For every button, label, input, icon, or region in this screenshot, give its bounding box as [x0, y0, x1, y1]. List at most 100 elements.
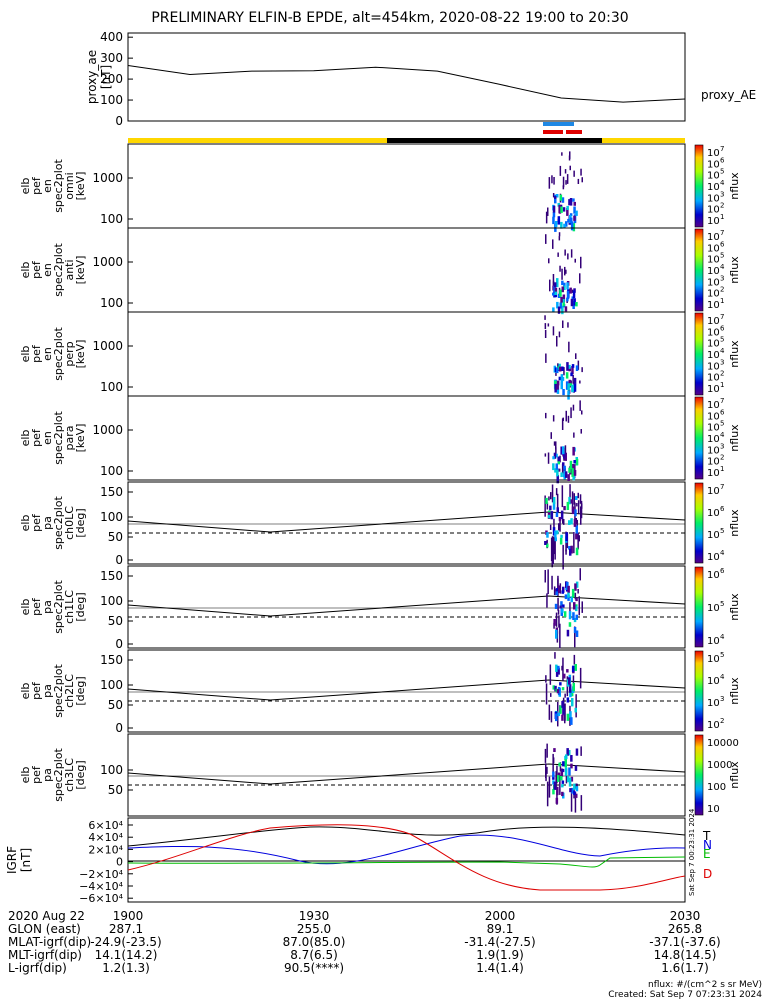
spectrogram-cells	[545, 652, 582, 727]
panel-frame	[127, 649, 686, 733]
colorbar-tick-exponent: 1	[720, 297, 724, 305]
colorbar-label: nflux	[728, 677, 741, 705]
colorbar-tick-label: 10	[707, 486, 720, 497]
igrf-ylabel-1: IGRF	[5, 846, 19, 874]
colorbar-tick-exponent: 1	[720, 213, 724, 221]
colorbar-tick-label: 10	[707, 552, 720, 563]
panel-ylabel-line: anti	[63, 259, 76, 280]
col1930-glon: 255.0	[297, 922, 331, 936]
panel-ylabel-line: en	[41, 431, 54, 445]
colorbar-tick-exponent: 6	[720, 505, 725, 513]
colorbar-label: nflux	[728, 424, 741, 452]
panel-ylabel-line: elb	[19, 767, 32, 784]
colorbar-label: nflux	[728, 340, 741, 368]
colorbar-tick-label: 10	[707, 159, 720, 170]
panel-ylabel-line: elb	[19, 262, 32, 279]
colorbar	[694, 396, 704, 480]
panel-ytick-label: 50	[108, 530, 123, 544]
igrf-d-line	[127, 824, 686, 891]
colorbar-tick-exponent: 4	[720, 179, 725, 187]
time-label-1900: 1900	[113, 909, 144, 923]
colorbar-tick-label: 10	[707, 373, 720, 384]
panel-ytick-label: 100	[100, 380, 123, 394]
colorbar-tick-exponent: 6	[720, 240, 725, 248]
colorbar-tick-label: 10	[707, 339, 720, 350]
spectrogram-cells	[544, 400, 583, 484]
col1900-glon: 287.1	[109, 922, 143, 936]
igrf-ytick-label: 4×10⁴	[88, 831, 123, 844]
footer-row-date: 2020 Aug 22	[8, 909, 85, 923]
colorbar-tick-label: 10	[707, 445, 720, 456]
panel-ylabel-line: elb	[19, 178, 32, 195]
colorbar-tick-exponent: 5	[720, 651, 724, 659]
panel-ytick-label: 0	[115, 553, 123, 567]
igrf-ytick-label: −6×10⁴	[79, 892, 123, 905]
proxy-ae-frame	[127, 32, 686, 122]
panel-frame	[127, 733, 686, 817]
spectrogram-cells	[545, 151, 583, 232]
colorbar-tick-exponent: 6	[720, 156, 725, 164]
panel-ylabel-line: pa	[41, 600, 54, 614]
colorbar-tick-label: 10	[707, 266, 720, 277]
colorbar-tick-label: 10	[707, 636, 720, 647]
loss-cone-line	[127, 511, 686, 533]
col1900-mlt: 14.1(14.2)	[95, 948, 158, 962]
colorbar-tick-exponent: 7	[720, 145, 724, 153]
panel-ylabel-line: pef	[30, 428, 43, 447]
figure-title: PRELIMINARY ELFIN-B EPDE, alt=454km, 202…	[151, 10, 628, 26]
colorbar-tick-exponent: 2	[720, 717, 724, 725]
colorbar-tick-label: 100	[707, 782, 726, 793]
panel-ylabel-line: pef	[30, 681, 43, 700]
panel-ylabel-line: [keV]	[74, 172, 87, 201]
colorbar-tick-label: 10	[707, 182, 720, 193]
panel-ytick-label: 150	[100, 485, 123, 499]
colorbar-tick-exponent: 4	[720, 431, 725, 439]
colorbar	[694, 228, 704, 312]
proxy-ae-ytick-label: 200	[100, 72, 123, 86]
colorbar-tick-label: 10	[707, 300, 720, 311]
colorbar-tick-exponent: 7	[720, 483, 724, 491]
col2000-l: 1.4(1.4)	[476, 961, 524, 975]
proxy-ae-ytick-label: 100	[100, 93, 123, 107]
colorbar-tick-exponent: 5	[720, 168, 724, 176]
spectrogram-cells	[544, 315, 583, 400]
panel-frame	[127, 311, 686, 397]
colorbar-tick-exponent: 4	[720, 263, 725, 271]
colorbar-tick-label: 10	[707, 193, 720, 204]
igrf-e-line	[127, 856, 686, 868]
igrf-n-line	[127, 834, 686, 865]
colorbar-tick-exponent: 2	[720, 286, 724, 294]
day-bar-left	[128, 138, 387, 143]
colorbar-tick-exponent: 5	[720, 527, 724, 535]
panel-ylabel-line: pef	[30, 597, 43, 616]
proxy-ae-line	[127, 65, 686, 103]
spectrogram-cells	[544, 568, 583, 649]
loss-cone-line	[127, 595, 686, 617]
panel-ylabel-line: pef	[30, 344, 43, 363]
footer: 2020 Aug 22 GLON (east) MLAT-igrf(dip) M…	[8, 909, 762, 1000]
colorbar-tick-label: 10	[707, 530, 720, 541]
panel-ytick-label: 100	[100, 678, 123, 692]
colorbar-tick-label: 10	[707, 570, 720, 581]
proxy-ae-ytick-label: 0	[115, 114, 123, 128]
colorbar-tick-exponent: 7	[720, 229, 724, 237]
igrf-ylabel-2: [nT]	[19, 848, 33, 872]
units-note: nflux: #/(cm^2 s sr MeV)	[648, 980, 762, 990]
colorbar-tick-exponent: 3	[720, 695, 724, 703]
footer-row-mlat: MLAT-igrf(dip)	[8, 935, 91, 949]
panel-ytick-label: 100	[100, 763, 123, 777]
igrf-ytick-label: −2×10⁴	[79, 868, 123, 881]
colorbar-tick-label: 10	[707, 361, 720, 372]
col2030-l: 1.6(1.7)	[661, 961, 709, 975]
proxy-ae-ylabel-2: [nT]	[99, 65, 113, 89]
panel-ylabel-line: elb	[19, 430, 32, 447]
igrf-t-line	[127, 826, 686, 847]
colorbar-tick-exponent: 6	[720, 408, 725, 416]
panel-ylabel-line: [keV]	[74, 256, 87, 285]
colorbar-tick-label: 10	[707, 434, 720, 445]
